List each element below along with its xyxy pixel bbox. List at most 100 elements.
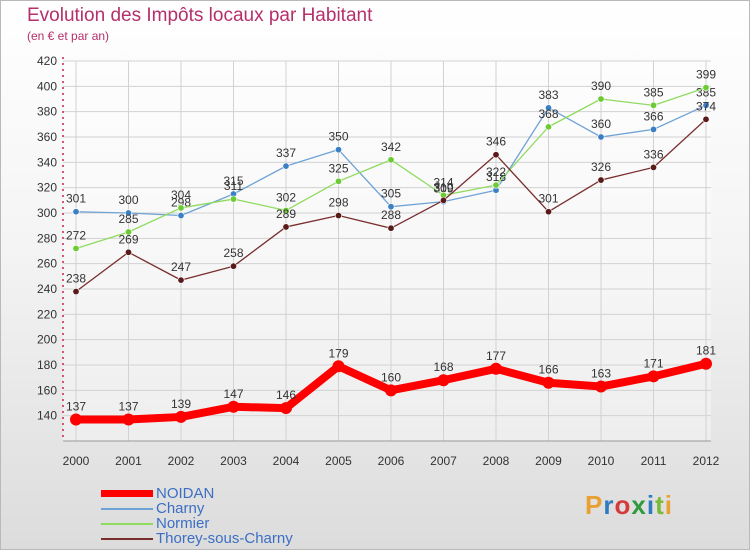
logo-letter: i (664, 490, 673, 520)
y-tick-label: 420 (37, 54, 57, 68)
data-label: 269 (118, 232, 138, 246)
data-label: 288 (381, 208, 401, 222)
data-point (125, 248, 133, 256)
data-label: 258 (223, 246, 243, 260)
chart-title: Evolution des Impôts locaux par Habitant (27, 5, 373, 26)
data-label: 147 (223, 387, 243, 401)
data-point (649, 125, 657, 133)
logo-letter: i (646, 490, 656, 520)
data-label: 337 (276, 146, 296, 160)
y-tick-label: 400 (37, 79, 57, 93)
data-point (230, 195, 238, 203)
x-tick-label: 2002 (168, 454, 195, 468)
y-tick-label: 140 (37, 409, 57, 423)
data-point (334, 146, 342, 154)
data-label: 310 (433, 180, 453, 194)
data-point (175, 410, 187, 423)
x-tick-label: 2010 (588, 454, 615, 468)
data-label: 305 (381, 187, 401, 201)
data-point (72, 244, 80, 252)
data-point (597, 176, 605, 184)
data-point (647, 370, 660, 383)
data-label: 137 (66, 399, 86, 413)
data-point (544, 123, 552, 131)
y-tick-label: 380 (37, 105, 57, 119)
y-tick-label: 200 (37, 333, 57, 347)
y-tick-label: 280 (37, 231, 57, 245)
data-point (125, 228, 133, 236)
data-point (387, 224, 395, 232)
data-label: 325 (328, 161, 348, 175)
legend-swatch (101, 523, 153, 525)
data-label: 366 (643, 109, 663, 123)
y-tick-label: 360 (37, 130, 57, 144)
logo-letter: P (585, 490, 604, 520)
data-point (282, 162, 290, 170)
x-tick-label: 2009 (535, 454, 562, 468)
x-tick-label: 2005 (325, 454, 352, 468)
data-point (334, 177, 342, 185)
data-label: 137 (118, 399, 138, 413)
y-tick-label: 180 (37, 358, 57, 372)
x-tick-label: 2001 (115, 454, 142, 468)
data-label: 285 (118, 212, 138, 226)
data-point (385, 384, 397, 397)
data-point (544, 104, 552, 112)
data-point (334, 212, 342, 220)
data-point (700, 357, 712, 370)
data-label: 247 (171, 260, 191, 274)
data-point (437, 374, 450, 387)
data-point (490, 362, 502, 375)
data-point (387, 203, 395, 211)
data-point (492, 151, 500, 159)
data-point (544, 208, 552, 216)
data-label: 304 (171, 188, 191, 202)
data-label: 168 (433, 360, 453, 374)
data-label: 399 (696, 68, 716, 82)
data-point (227, 400, 240, 413)
data-point (702, 115, 710, 123)
y-tick-label: 240 (37, 282, 57, 296)
data-point (702, 84, 710, 92)
data-point (177, 212, 185, 220)
data-label: 326 (591, 160, 611, 174)
data-label: 350 (328, 130, 348, 144)
data-label: 390 (591, 79, 611, 93)
data-label: 314 (433, 175, 453, 189)
data-label: 238 (66, 272, 86, 286)
data-label: 360 (591, 117, 611, 131)
legend-swatch (101, 508, 153, 510)
legend-label: NOIDAN (156, 485, 215, 502)
chart-subtitle: (en € et par an) (27, 29, 110, 43)
data-point (230, 262, 238, 270)
data-point (492, 181, 500, 189)
data-point (649, 101, 657, 109)
proxiti-logo: Proxiti (585, 490, 673, 521)
legend-swatch (101, 538, 153, 540)
y-tick-label: 340 (37, 155, 57, 169)
data-point (177, 204, 185, 212)
data-label: 177 (486, 349, 506, 363)
y-tick-label: 320 (37, 181, 57, 195)
x-tick-label: 2007 (430, 454, 457, 468)
data-point (702, 101, 710, 109)
data-label: 374 (696, 99, 716, 113)
logo-letter: r (603, 490, 615, 520)
x-tick-label: 2012 (693, 454, 720, 468)
x-tick-label: 2006 (378, 454, 405, 468)
data-label: 298 (328, 196, 348, 210)
data-label: 301 (538, 192, 558, 206)
x-tick-label: 2004 (273, 454, 300, 468)
data-point (125, 209, 133, 217)
legend-label: Normier (156, 515, 210, 532)
data-point (72, 208, 80, 216)
x-tick-label: 2008 (483, 454, 510, 468)
data-point (70, 413, 82, 426)
y-tick-label: 220 (37, 307, 57, 321)
data-label: 160 (381, 370, 401, 384)
data-label: 146 (276, 388, 296, 402)
data-label: 298 (171, 196, 191, 210)
legend-label: Thorey-sous-Charny (156, 530, 293, 547)
